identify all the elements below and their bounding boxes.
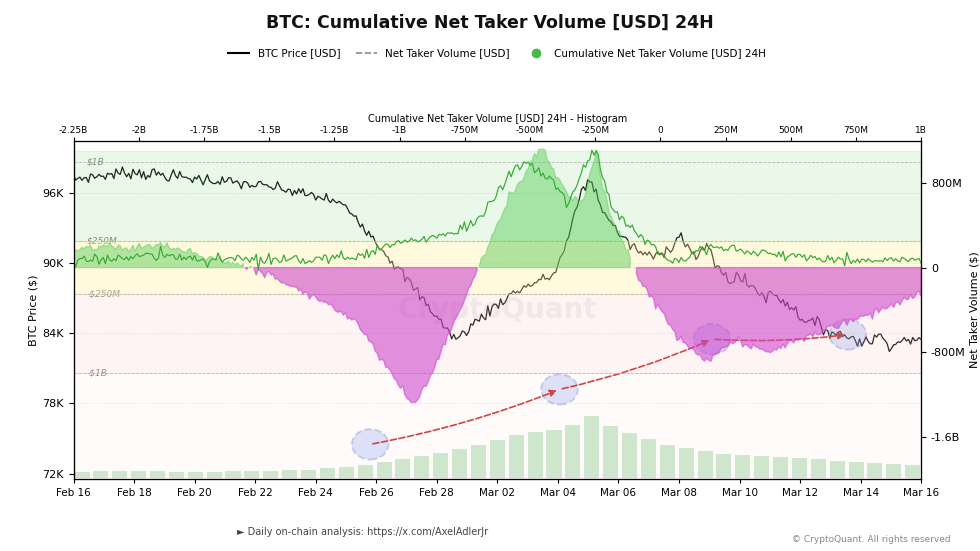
Bar bbox=[319, 468, 335, 478]
Bar bbox=[74, 294, 921, 374]
Bar bbox=[225, 472, 240, 478]
Bar bbox=[792, 458, 807, 478]
Bar bbox=[755, 456, 769, 478]
Bar bbox=[452, 449, 467, 478]
Bar bbox=[207, 472, 221, 478]
Ellipse shape bbox=[541, 374, 578, 404]
Bar bbox=[849, 462, 863, 478]
Bar bbox=[641, 439, 656, 478]
Bar bbox=[716, 454, 731, 478]
Bar bbox=[509, 435, 523, 478]
Text: CryptoQuant: CryptoQuant bbox=[398, 296, 597, 324]
Bar bbox=[678, 449, 694, 478]
Bar bbox=[74, 241, 921, 294]
Bar bbox=[74, 374, 921, 479]
Bar bbox=[622, 433, 637, 478]
Bar bbox=[490, 440, 505, 478]
Bar bbox=[773, 457, 788, 478]
Text: BTC: Cumulative Net Taker Volume [USD] 24H: BTC: Cumulative Net Taker Volume [USD] 2… bbox=[267, 14, 713, 32]
Bar bbox=[395, 460, 411, 478]
Bar bbox=[112, 471, 127, 478]
Bar bbox=[376, 462, 392, 478]
Bar bbox=[150, 471, 165, 478]
Bar bbox=[547, 430, 562, 478]
Bar bbox=[698, 451, 712, 478]
Ellipse shape bbox=[694, 324, 730, 354]
Bar bbox=[471, 445, 486, 478]
X-axis label: Cumulative Net Taker Volume [USD] 24H - Histogram: Cumulative Net Taker Volume [USD] 24H - … bbox=[368, 114, 627, 124]
Bar bbox=[886, 464, 902, 478]
Y-axis label: Net Taker Volume ($): Net Taker Volume ($) bbox=[970, 252, 980, 368]
Bar bbox=[660, 445, 675, 478]
Text: ► Daily on-chain analysis: https://x.com/AxelAdlerJr: ► Daily on-chain analysis: https://x.com… bbox=[237, 527, 488, 537]
Bar bbox=[830, 461, 845, 478]
Bar bbox=[131, 471, 146, 478]
Text: $1B: $1B bbox=[86, 157, 104, 166]
Bar bbox=[584, 417, 600, 478]
Bar bbox=[527, 432, 543, 478]
Bar bbox=[93, 472, 109, 478]
Legend: BTC Price [USD], Net Taker Volume [USD], Cumulative Net Taker Volume [USD] 24H: BTC Price [USD], Net Taker Volume [USD],… bbox=[224, 44, 770, 62]
Bar bbox=[415, 456, 429, 478]
Bar bbox=[244, 471, 260, 478]
Text: -$250M: -$250M bbox=[86, 290, 121, 299]
Bar bbox=[169, 472, 184, 478]
Bar bbox=[188, 472, 203, 478]
Bar bbox=[433, 452, 448, 478]
Text: © CryptoQuant. All rights reserved: © CryptoQuant. All rights reserved bbox=[792, 536, 951, 544]
Ellipse shape bbox=[829, 319, 866, 350]
Bar bbox=[282, 471, 297, 478]
Bar bbox=[810, 460, 826, 478]
Y-axis label: BTC Price ($): BTC Price ($) bbox=[28, 274, 38, 345]
Ellipse shape bbox=[352, 429, 388, 460]
Bar bbox=[358, 465, 372, 478]
Bar bbox=[264, 471, 278, 478]
Text: -$1B: -$1B bbox=[86, 369, 107, 378]
Bar bbox=[906, 465, 920, 478]
Bar bbox=[603, 426, 618, 478]
Bar bbox=[339, 467, 354, 478]
Bar bbox=[867, 463, 883, 478]
Bar bbox=[74, 472, 89, 478]
Bar bbox=[565, 425, 580, 478]
Bar bbox=[74, 151, 921, 241]
Bar bbox=[301, 469, 317, 478]
Bar bbox=[735, 455, 751, 478]
Text: $250M: $250M bbox=[86, 236, 117, 246]
